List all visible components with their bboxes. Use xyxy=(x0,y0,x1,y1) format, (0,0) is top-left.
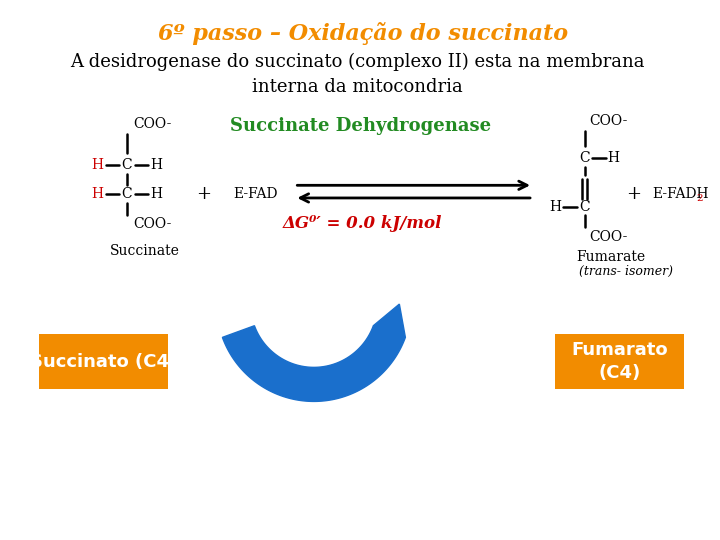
Text: H: H xyxy=(549,200,562,214)
Polygon shape xyxy=(222,304,405,401)
Text: COO-: COO- xyxy=(132,117,171,131)
Text: +: + xyxy=(197,185,212,203)
Text: E-FADH: E-FADH xyxy=(653,187,709,201)
Text: Fumarato
(C4): Fumarato (C4) xyxy=(571,341,668,382)
Text: C: C xyxy=(579,200,590,214)
FancyBboxPatch shape xyxy=(555,334,684,389)
Text: Fumarate: Fumarate xyxy=(577,251,646,265)
FancyBboxPatch shape xyxy=(40,334,168,389)
Text: +: + xyxy=(626,185,641,203)
Text: 6º passo – Oxidação do succinato: 6º passo – Oxidação do succinato xyxy=(158,22,567,45)
Text: C: C xyxy=(122,158,132,172)
Text: Succinate: Succinate xyxy=(109,244,179,258)
Text: 2: 2 xyxy=(696,194,703,204)
Text: H: H xyxy=(91,187,104,201)
Text: C: C xyxy=(122,187,132,201)
Text: Succinato (C4): Succinato (C4) xyxy=(30,353,177,370)
Text: COO-: COO- xyxy=(132,217,171,231)
Text: ΔG⁰′ = 0.0 kJ/mol: ΔG⁰′ = 0.0 kJ/mol xyxy=(283,215,442,232)
Text: H: H xyxy=(608,151,620,165)
Text: C: C xyxy=(579,151,590,165)
Text: (trans- isomer): (trans- isomer) xyxy=(579,265,672,278)
Text: COO-: COO- xyxy=(590,114,628,128)
Text: H: H xyxy=(150,187,162,201)
Text: COO-: COO- xyxy=(590,230,628,244)
Text: H: H xyxy=(150,158,162,172)
Text: A desidrogenase do succinato (complexo II) esta na membrana
interna da mitocondr: A desidrogenase do succinato (complexo I… xyxy=(71,53,645,96)
Text: Succinate Dehydrogenase: Succinate Dehydrogenase xyxy=(230,117,491,135)
Text: E-FAD: E-FAD xyxy=(233,187,278,201)
Text: H: H xyxy=(91,158,104,172)
